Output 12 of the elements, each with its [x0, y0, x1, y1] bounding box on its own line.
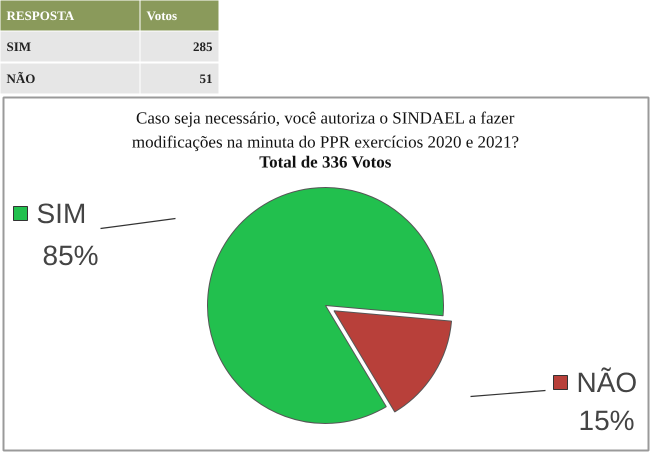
chart-title: Caso seja necessário, você autoriza o SINDAEL a fazer modificações na minuta do PPR exercícios 2020 e 2021?: [132, 108, 520, 152]
data-label: 15%: [578, 405, 635, 436]
data-label: 85%: [42, 240, 99, 271]
text: Votos: [146, 8, 178, 23]
text: NÃO: [6, 71, 36, 86]
text: 51: [200, 71, 212, 86]
text: RESPOSTA: [6, 8, 75, 23]
text: 285: [193, 39, 213, 54]
legend-label: NÃO: [576, 367, 638, 398]
text: SIM: [6, 39, 32, 54]
legend-label: SIM: [36, 198, 86, 229]
chart-subtitle: Total de 336 Votos: [259, 152, 392, 172]
